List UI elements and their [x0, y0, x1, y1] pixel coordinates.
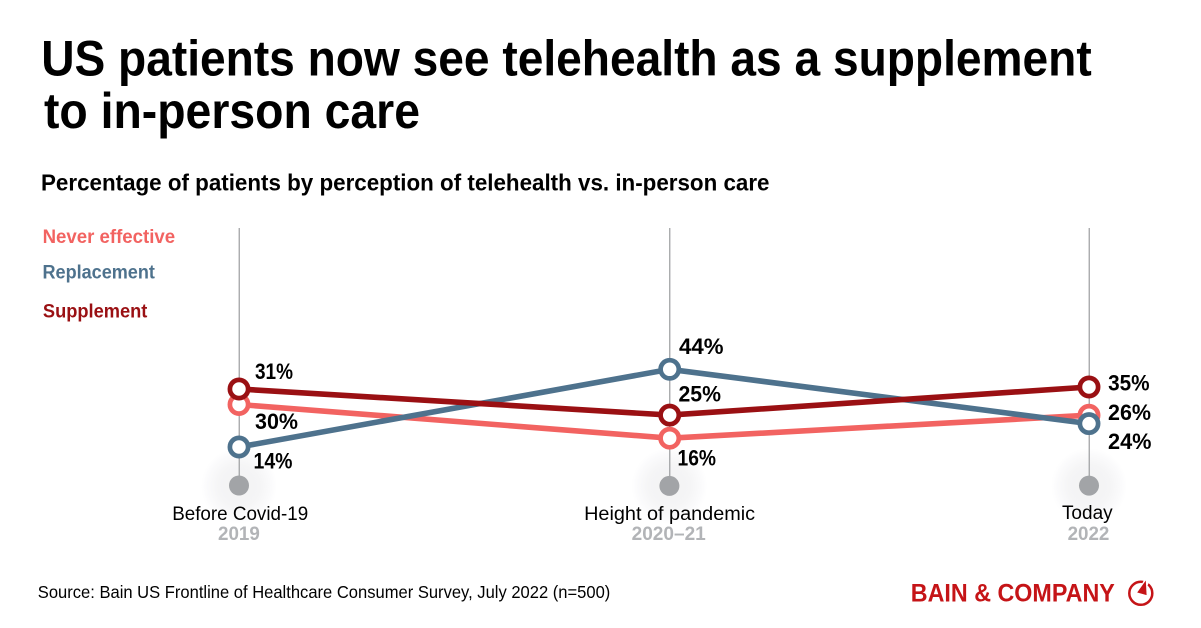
svg-text:26%: 26%	[1108, 400, 1151, 425]
svg-text:2019: 2019	[218, 524, 260, 545]
svg-text:25%: 25%	[679, 382, 722, 407]
svg-text:Supplement: Supplement	[43, 302, 148, 323]
svg-text:16%: 16%	[678, 446, 717, 471]
svg-text:Today: Today	[1062, 502, 1113, 524]
svg-text:Source: Bain US Frontline of H: Source: Bain US Frontline of Healthcare …	[38, 582, 611, 602]
svg-text:Replacement: Replacement	[43, 263, 156, 284]
svg-text:31%: 31%	[255, 359, 293, 384]
svg-text:Before Covid-19: Before Covid-19	[172, 503, 308, 525]
svg-text:to in-person care: to in-person care	[44, 83, 420, 139]
svg-text:35%: 35%	[1108, 371, 1150, 396]
svg-text:24%: 24%	[1108, 429, 1152, 454]
svg-text:44%: 44%	[679, 334, 724, 359]
svg-text:Never effective: Never effective	[43, 227, 176, 248]
svg-text:2020–21: 2020–21	[632, 524, 707, 545]
svg-text:14%: 14%	[254, 449, 293, 474]
svg-text:US patients now see telehealth: US patients now see telehealth as a supp…	[41, 31, 1092, 87]
svg-text:2022: 2022	[1068, 524, 1110, 545]
svg-text:Height of pandemic: Height of pandemic	[584, 503, 755, 525]
svg-text:Percentage of patients by perc: Percentage of patients by perception of …	[41, 169, 770, 195]
svg-text:BAIN & COMPANY: BAIN & COMPANY	[911, 580, 1115, 608]
svg-text:30%: 30%	[255, 409, 298, 434]
